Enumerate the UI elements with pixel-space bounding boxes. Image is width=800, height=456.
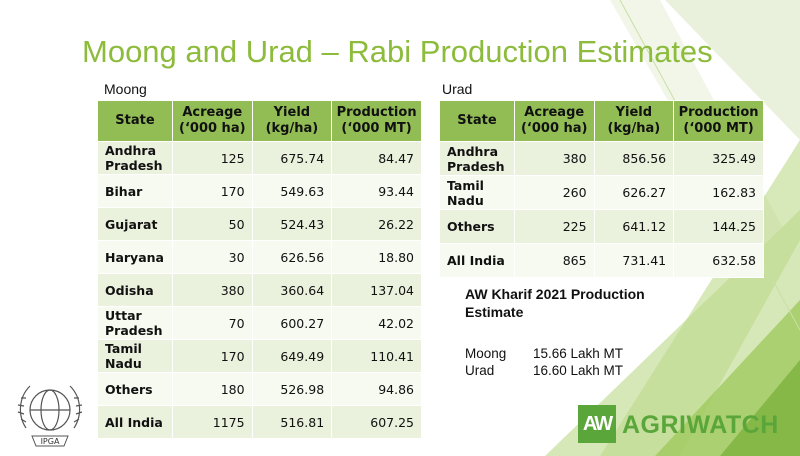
table-row: Others 180 526.98 94.86 xyxy=(97,372,422,406)
acreage-cell: 380 xyxy=(171,273,253,307)
column-header-yield: Yield (kg/ha) xyxy=(251,100,333,142)
agriwatch-mark: AW xyxy=(578,405,616,443)
yield-cell: 360.64 xyxy=(251,273,333,307)
table-row: Uttar Pradesh 70 600.27 42.02 xyxy=(97,306,422,340)
column-header-state: State xyxy=(439,100,515,142)
production-cell: 137.04 xyxy=(331,273,422,307)
column-header-production: Production (‘000 MT) xyxy=(331,100,422,142)
estimate-value: 16.60 Lakh MT xyxy=(533,363,624,378)
page-title: Moong and Urad – Rabi Production Estimat… xyxy=(82,34,713,69)
yield-cell: 731.41 xyxy=(593,243,675,278)
yield-cell: 549.63 xyxy=(251,174,333,208)
state-cell: Andhra Pradesh xyxy=(439,141,515,176)
state-cell: Tamil Nadu xyxy=(439,175,515,210)
table-row: Odisha 380 360.64 137.04 xyxy=(97,273,422,307)
acreage-cell: 30 xyxy=(171,240,253,274)
table-row: Bihar 170 549.63 93.44 xyxy=(97,174,422,208)
table-row: Haryana 30 626.56 18.80 xyxy=(97,240,422,274)
column-header-production: Production (‘000 MT) xyxy=(673,100,764,142)
production-cell: 42.02 xyxy=(331,306,422,340)
agriwatch-logo: AW AGRIWATCH xyxy=(578,405,788,447)
column-header-state: State xyxy=(97,100,173,142)
state-cell: Others xyxy=(439,209,515,244)
acreage-cell: 260 xyxy=(513,175,595,210)
production-estimate-panel: AW Kharif 2021 Production Estimate Moong… xyxy=(465,285,675,379)
acreage-cell: 225 xyxy=(513,209,595,244)
urad-caption: Urad xyxy=(442,81,473,97)
acreage-cell: 70 xyxy=(171,306,253,340)
estimate-value: 15.66 Lakh MT xyxy=(533,346,624,361)
acreage-cell: 180 xyxy=(171,372,253,406)
state-cell: Others xyxy=(97,372,173,406)
production-cell: 26.22 xyxy=(331,207,422,241)
moong-table: State Acreage (‘000 ha) Yield (kg/ha) Pr… xyxy=(97,100,422,439)
production-cell: 144.25 xyxy=(673,209,764,244)
state-cell: Bihar xyxy=(97,174,173,208)
acreage-cell: 170 xyxy=(171,339,253,373)
column-header-acreage: Acreage (‘000 ha) xyxy=(513,100,595,142)
ipga-logo: IPGA xyxy=(17,385,83,447)
production-cell: 607.25 xyxy=(331,405,422,439)
state-cell: Andhra Pradesh xyxy=(97,141,173,175)
yield-cell: 626.56 xyxy=(251,240,333,274)
state-cell: All India xyxy=(439,243,515,278)
acreage-cell: 125 xyxy=(171,141,253,175)
state-cell: Haryana xyxy=(97,240,173,274)
estimate-crop: Urad xyxy=(465,363,495,378)
agriwatch-name: AGRIWATCH xyxy=(622,411,779,439)
yield-cell: 641.12 xyxy=(593,209,675,244)
column-header-acreage: Acreage (‘000 ha) xyxy=(171,100,253,142)
yield-cell: 516.81 xyxy=(251,405,333,439)
yield-cell: 626.27 xyxy=(593,175,675,210)
production-cell: 110.41 xyxy=(331,339,422,373)
table-row: Tamil Nadu 170 649.49 110.41 xyxy=(97,339,422,373)
table-row: Andhra Pradesh 125 675.74 84.47 xyxy=(97,141,422,175)
production-cell: 94.86 xyxy=(331,372,422,406)
column-header-yield: Yield (kg/ha) xyxy=(593,100,675,142)
acreage-cell: 1175 xyxy=(171,405,253,439)
acreage-cell: 380 xyxy=(513,141,595,176)
acreage-cell: 865 xyxy=(513,243,595,278)
state-cell: All India xyxy=(97,405,173,439)
acreage-cell: 170 xyxy=(171,174,253,208)
production-cell: 18.80 xyxy=(331,240,422,274)
state-cell: Tamil Nadu xyxy=(97,339,173,373)
production-cell: 325.49 xyxy=(673,141,764,176)
yield-cell: 526.98 xyxy=(251,372,333,406)
urad-table: State Acreage (‘000 ha) Yield (kg/ha) Pr… xyxy=(439,100,764,278)
production-cell: 84.47 xyxy=(331,141,422,175)
production-cell: 632.58 xyxy=(673,243,764,278)
estimate-heading: AW Kharif 2021 Production Estimate xyxy=(465,286,645,320)
moong-caption: Moong xyxy=(104,81,147,97)
production-cell: 93.44 xyxy=(331,174,422,208)
state-cell: Uttar Pradesh xyxy=(97,306,173,340)
estimate-line: Moong 15.66 Lakh MT xyxy=(465,345,675,362)
table-row: Andhra Pradesh 380 856.56 325.49 xyxy=(439,141,764,176)
yield-cell: 856.56 xyxy=(593,141,675,176)
yield-cell: 675.74 xyxy=(251,141,333,175)
table-row: Others 225 641.12 144.25 xyxy=(439,209,764,244)
table-row: All India 865 731.41 632.58 xyxy=(439,243,764,278)
production-cell: 162.83 xyxy=(673,175,764,210)
yield-cell: 600.27 xyxy=(251,306,333,340)
estimate-crop: Moong xyxy=(465,346,507,361)
state-cell: Odisha xyxy=(97,273,173,307)
state-cell: Gujarat xyxy=(97,207,173,241)
ipga-logo-text: IPGA xyxy=(41,437,60,446)
estimate-line: Urad 16.60 Lakh MT xyxy=(465,362,675,379)
table-row: Gujarat 50 524.43 26.22 xyxy=(97,207,422,241)
yield-cell: 524.43 xyxy=(251,207,333,241)
acreage-cell: 50 xyxy=(171,207,253,241)
yield-cell: 649.49 xyxy=(251,339,333,373)
table-row: Tamil Nadu 260 626.27 162.83 xyxy=(439,175,764,210)
table-row: All India 1175 516.81 607.25 xyxy=(97,405,422,439)
